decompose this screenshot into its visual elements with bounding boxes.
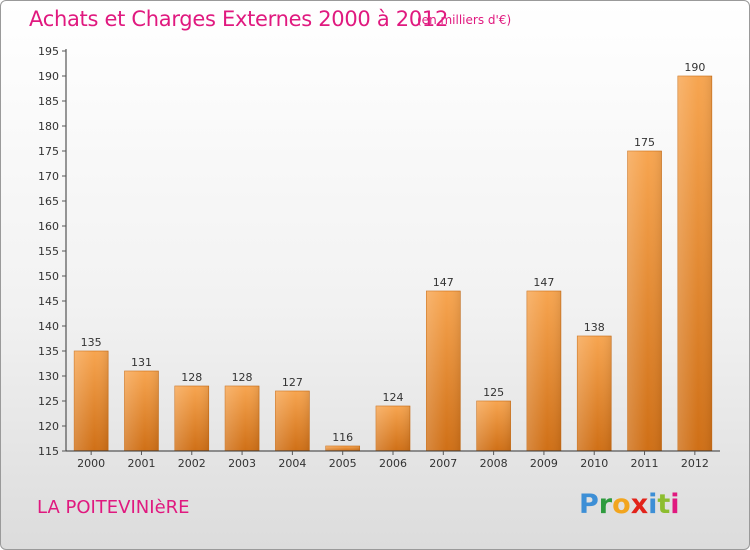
logo-letter: P bbox=[579, 489, 599, 520]
y-tick-label: 145 bbox=[38, 295, 59, 308]
bar-value-label: 116 bbox=[332, 431, 353, 444]
chart-subtitle: (en milliers d'€) bbox=[417, 13, 512, 27]
bar-highlight bbox=[577, 336, 612, 451]
y-tick-label: 140 bbox=[38, 320, 59, 333]
x-tick-label: 2008 bbox=[480, 457, 508, 470]
y-tick-label: 190 bbox=[38, 70, 59, 83]
x-tick-label: 2005 bbox=[329, 457, 357, 470]
y-tick-label: 160 bbox=[38, 220, 59, 233]
bars: 135 131 128 128 127 116 124 147 125 147 138 175 190 bbox=[73, 61, 713, 452]
logo-letter: r bbox=[598, 489, 613, 520]
chart-title: Achats et Charges Externes 2000 à 2012 bbox=[29, 7, 449, 31]
bar-value-label: 128 bbox=[181, 371, 202, 384]
bar-value-label: 131 bbox=[131, 356, 152, 369]
x-axis: 2000 2001 2002 2003 2004 2005 2006 2007 2008 2009… bbox=[66, 450, 720, 470]
y-tick-label: 115 bbox=[38, 445, 59, 458]
proxiti-logo: Proxiti bbox=[579, 489, 680, 520]
bar-highlight bbox=[426, 291, 461, 451]
bar-value-label: 147 bbox=[433, 276, 454, 289]
bar-value-label: 125 bbox=[483, 386, 504, 399]
x-tick-label: 2006 bbox=[379, 457, 407, 470]
bar-value-label: 135 bbox=[81, 336, 102, 349]
y-tick-label: 170 bbox=[38, 170, 59, 183]
x-tick-label: 2010 bbox=[580, 457, 608, 470]
bar-highlight bbox=[376, 406, 410, 451]
y-tick-label: 180 bbox=[38, 120, 59, 133]
x-tick-label: 2004 bbox=[278, 457, 306, 470]
y-tick-label: 150 bbox=[38, 270, 59, 283]
y-tick-label: 195 bbox=[38, 45, 59, 58]
bar-highlight bbox=[476, 401, 511, 451]
bar-value-label: 138 bbox=[584, 321, 605, 334]
bar-highlight bbox=[526, 291, 561, 451]
bar-highlight bbox=[677, 76, 712, 451]
bar-value-label: 128 bbox=[232, 371, 253, 384]
bar-highlight bbox=[325, 446, 360, 451]
logo-letter: o bbox=[612, 489, 631, 520]
x-tick-label: 2007 bbox=[429, 457, 457, 470]
x-tick-label: 2011 bbox=[631, 457, 659, 470]
y-tick-label: 165 bbox=[38, 195, 59, 208]
x-tick-label: 2000 bbox=[77, 457, 105, 470]
y-axis: 115 120 125 130 135 140 145 150 155 160 165 170 175 1… bbox=[38, 45, 67, 458]
y-tick-label: 130 bbox=[38, 370, 59, 383]
x-tick-label: 2003 bbox=[228, 457, 256, 470]
bar-value-label: 124 bbox=[383, 391, 404, 404]
bar-highlight bbox=[74, 351, 109, 451]
bar-value-label: 190 bbox=[684, 61, 705, 74]
commune-name: LA POITEVINIèRE bbox=[37, 497, 190, 518]
logo-letter: t bbox=[657, 489, 671, 520]
y-tick-label: 175 bbox=[38, 145, 59, 158]
bar-highlight bbox=[124, 371, 159, 451]
y-tick-label: 120 bbox=[38, 420, 59, 433]
bar-highlight bbox=[225, 386, 260, 451]
bar-value-label: 147 bbox=[533, 276, 554, 289]
x-tick-label: 2002 bbox=[178, 457, 206, 470]
logo-letter: i bbox=[670, 489, 680, 520]
x-tick-label: 2009 bbox=[530, 457, 558, 470]
y-tick-label: 155 bbox=[38, 245, 59, 258]
y-tick-label: 125 bbox=[38, 395, 59, 408]
y-tick-label: 135 bbox=[38, 345, 59, 358]
bar-highlight bbox=[174, 386, 209, 451]
bar-highlight bbox=[627, 151, 662, 451]
x-tick-label: 2001 bbox=[127, 457, 155, 470]
x-tick-label: 2012 bbox=[681, 457, 709, 470]
logo-letter: i bbox=[648, 489, 658, 520]
bar-value-label: 127 bbox=[282, 376, 303, 389]
y-tick-label: 185 bbox=[38, 95, 59, 108]
bar-highlight bbox=[275, 391, 310, 451]
bar-value-label: 175 bbox=[634, 136, 655, 149]
logo-letter: x bbox=[630, 489, 649, 520]
